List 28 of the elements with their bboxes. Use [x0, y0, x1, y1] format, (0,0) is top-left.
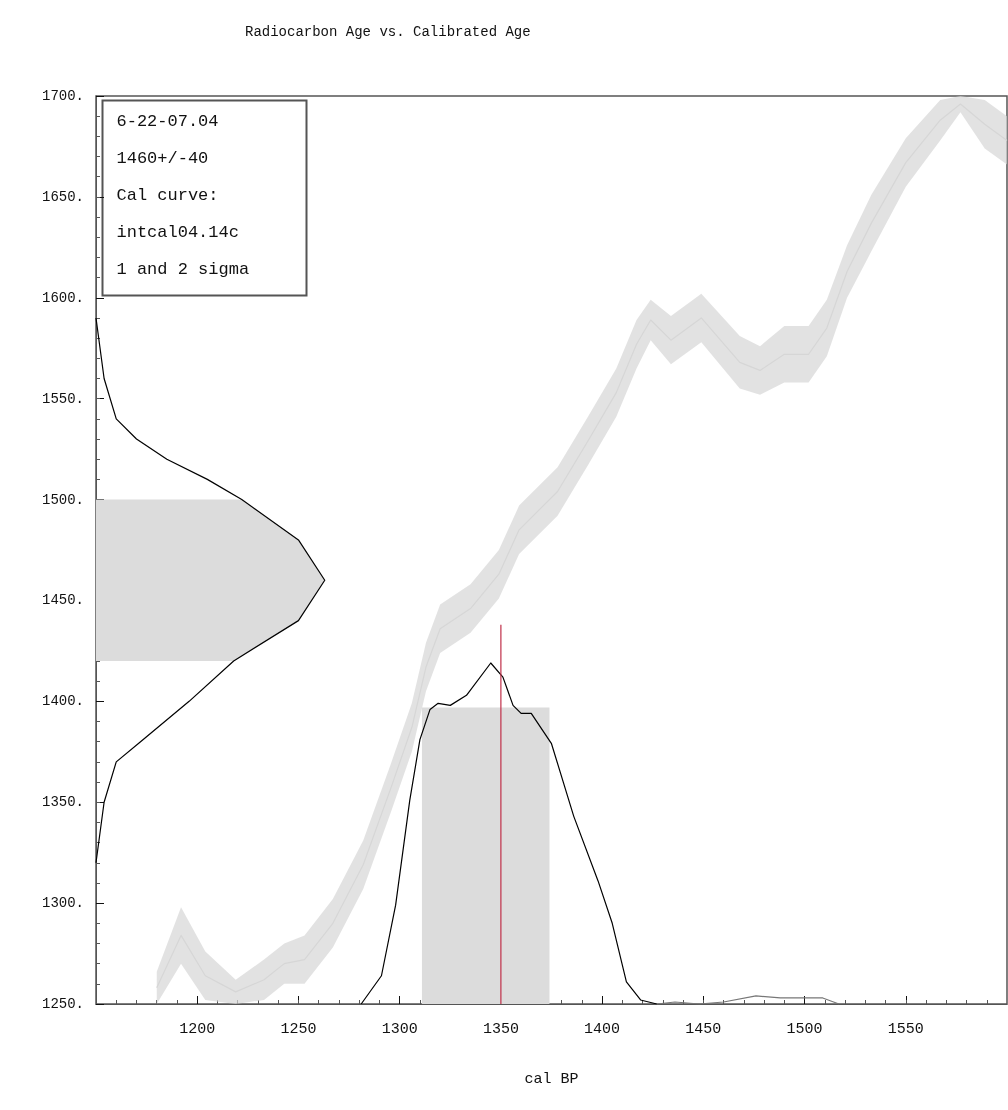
- x-tick-label: 1400: [584, 1021, 621, 1038]
- x-tick-label: 1500: [786, 1021, 823, 1038]
- line-series: [95, 317, 326, 864]
- line-series: [656, 995, 840, 1005]
- x-tick-label: 1300: [381, 1021, 418, 1038]
- y-tick-label: 1450.: [41, 592, 84, 609]
- y-tick-label: 1550.: [41, 390, 84, 407]
- annotation: intcal04.14c: [116, 222, 239, 242]
- chart-title: Radiocarbon Age vs. Calibrated Age: [245, 24, 531, 40]
- y-tick-label: 1350.: [41, 794, 84, 811]
- annotation: 1 and 2 sigma: [116, 259, 250, 279]
- annotation: 6-22-07.04: [116, 111, 219, 131]
- x-tick-label: 1200: [179, 1021, 216, 1038]
- y-tick-label: 1500.: [41, 491, 84, 508]
- annotation: Cal curve:: [116, 185, 219, 205]
- y-tick-label: 1250.: [41, 996, 84, 1012]
- annotation: 1460+/-40: [116, 148, 209, 168]
- y-tick-label: 1700.: [41, 88, 84, 104]
- x-tick-label: 1250: [280, 1021, 317, 1038]
- x-tick-label: 1350: [482, 1021, 519, 1038]
- x-tick-label: 1450: [685, 1021, 722, 1038]
- y-tick-label: 1300.: [41, 895, 84, 912]
- y-tick-label: 1400.: [41, 693, 84, 710]
- y-tick-label: 1650.: [41, 188, 84, 205]
- x-axis-title: cal BP: [524, 1071, 579, 1088]
- x-tick-label: 1550: [887, 1021, 924, 1038]
- line-series: [360, 662, 658, 1005]
- y-tick-label: 1600.: [41, 289, 84, 306]
